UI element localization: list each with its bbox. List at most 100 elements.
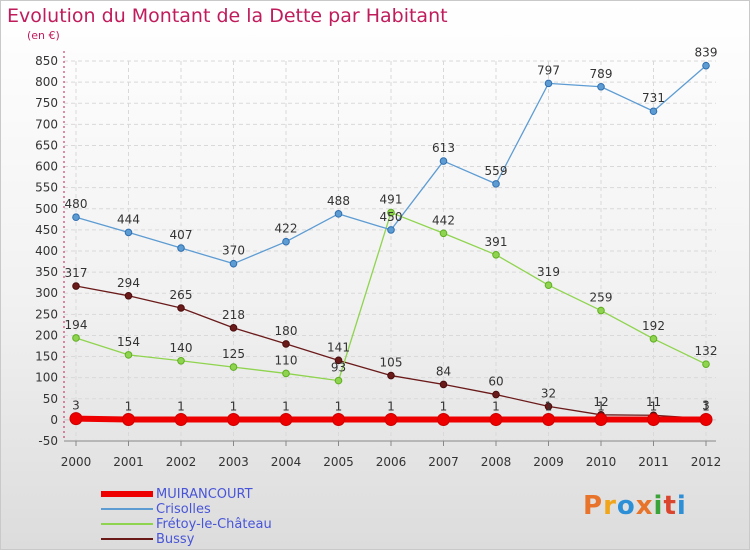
- data-point: [72, 282, 80, 290]
- data-label: 218: [222, 308, 245, 322]
- data-label: 422: [275, 222, 298, 236]
- data-point: [69, 412, 83, 426]
- y-tick-label: 0: [50, 413, 58, 427]
- data-point: [124, 228, 133, 237]
- data-label: 1: [702, 399, 710, 413]
- data-point: [229, 324, 238, 332]
- y-tick-label: 700: [35, 117, 58, 131]
- legend-swatch: [101, 523, 153, 525]
- logo-letter: t: [663, 491, 677, 521]
- data-point: [387, 371, 395, 380]
- data-point: [332, 412, 345, 426]
- y-tick-label: 750: [35, 96, 58, 110]
- data-label: 3: [702, 399, 710, 413]
- logo-letter: r: [603, 491, 617, 521]
- data-label: 93: [331, 361, 346, 375]
- legend-swatch: [101, 491, 153, 497]
- data-label: 180: [275, 324, 298, 338]
- y-tick-label: 600: [35, 160, 58, 174]
- x-tick-label: 2001: [113, 455, 144, 469]
- data-point: [594, 412, 608, 426]
- data-point: [439, 157, 448, 165]
- y-tick-label: 450: [35, 223, 58, 237]
- data-point: [72, 213, 80, 222]
- data-label: 1: [545, 399, 553, 413]
- data-point: [334, 376, 343, 385]
- x-tick-label: 2008: [481, 455, 512, 469]
- data-label: 1: [492, 399, 500, 413]
- data-point: [649, 107, 658, 116]
- data-point: [544, 281, 553, 290]
- data-point: [334, 356, 343, 365]
- data-point: [387, 226, 395, 234]
- y-tick-label: 800: [35, 75, 58, 89]
- data-point: [544, 402, 553, 411]
- data-label: 60: [488, 375, 503, 389]
- data-label: 140: [170, 341, 193, 355]
- data-label: 84: [436, 364, 451, 378]
- data-label: 789: [590, 67, 613, 81]
- data-point: [702, 61, 710, 70]
- data-label: 110: [275, 353, 298, 367]
- x-tick-label: 2011: [638, 455, 669, 469]
- data-label: 32: [541, 386, 556, 400]
- data-label: 141: [327, 340, 350, 354]
- x-tick-label: 2003: [218, 455, 249, 469]
- data-point: [122, 412, 135, 426]
- data-point: [124, 291, 133, 300]
- data-label: 480: [65, 197, 88, 211]
- x-tick-label: 2010: [586, 455, 617, 469]
- proxiti-logo: Proxiti: [583, 491, 687, 521]
- data-label: 105: [380, 356, 403, 370]
- data-point: [544, 79, 553, 88]
- data-label: 319: [537, 265, 560, 279]
- data-point: [282, 237, 290, 246]
- y-tick-label: 100: [35, 371, 58, 385]
- x-tick-label: 2012: [691, 455, 722, 469]
- data-label: 1: [650, 399, 658, 413]
- y-tick-label: 350: [35, 265, 58, 279]
- data-point: [282, 340, 290, 348]
- data-label: 1: [387, 399, 395, 413]
- chart-title: Evolution du Montant de la Dette par Hab…: [7, 5, 448, 27]
- data-point: [72, 334, 80, 342]
- data-label: 442: [432, 213, 455, 227]
- data-label: 125: [222, 347, 245, 361]
- data-label: 491: [380, 193, 403, 207]
- legend-swatch: [101, 508, 153, 510]
- data-label: 391: [485, 235, 508, 249]
- data-label: 192: [642, 319, 665, 333]
- logo-letter: P: [583, 491, 604, 521]
- data-label: 731: [642, 91, 665, 105]
- x-tick-label: 2002: [166, 455, 197, 469]
- data-point: [492, 180, 500, 188]
- data-label: 154: [117, 335, 140, 349]
- data-point: [279, 412, 293, 426]
- x-tick-label: 2007: [428, 455, 459, 469]
- y-tick-label: -50: [38, 434, 58, 448]
- data-label: 259: [590, 291, 613, 305]
- unit-label: (en €): [27, 29, 60, 42]
- y-tick-label: 850: [35, 54, 58, 68]
- data-label: 1: [282, 399, 290, 413]
- legend-label: Frétoy-le-Château: [156, 517, 272, 532]
- logo-letter: x: [635, 491, 654, 521]
- legend-label: MUIRANCOURT: [156, 487, 253, 502]
- data-point: [229, 363, 238, 371]
- legend-label: Bussy: [156, 532, 195, 547]
- data-label: 132: [695, 344, 718, 358]
- logo-letter: o: [616, 491, 636, 521]
- y-tick-label: 50: [43, 392, 58, 406]
- data-label: 797: [537, 63, 560, 77]
- data-point: [387, 208, 395, 217]
- data-point: [177, 304, 185, 312]
- data-label: 294: [117, 276, 140, 290]
- data-label: 194: [65, 318, 88, 332]
- data-label: 488: [327, 194, 350, 208]
- data-label: 1: [440, 399, 448, 413]
- logo-letter: i: [653, 491, 664, 521]
- data-label: 317: [65, 266, 88, 280]
- legend-swatch: [101, 538, 153, 540]
